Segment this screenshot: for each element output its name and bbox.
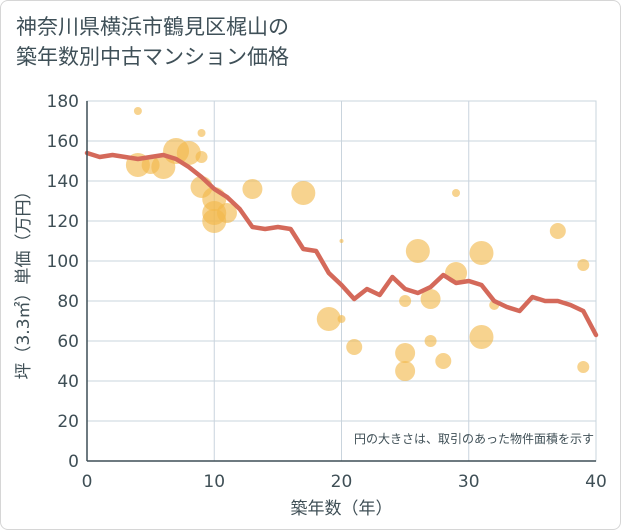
x-tick-label: 40 [585, 472, 607, 492]
y-tick-label: 80 [57, 292, 79, 312]
bubble-point [420, 289, 441, 309]
bubble-point [577, 259, 590, 271]
bubble-size-note: 円の大きさは、取引のあった物件面積を示す [354, 431, 594, 446]
axes [86, 101, 596, 462]
y-tick-label: 180 [47, 92, 79, 112]
bubble-point [577, 361, 590, 373]
bubble-point [549, 223, 566, 239]
bubble-point [197, 129, 206, 137]
y-tick-label: 20 [57, 412, 79, 432]
bubble-point [435, 353, 452, 369]
x-tick-label: 10 [203, 472, 225, 492]
bubble-point [399, 295, 412, 307]
bubble-point [405, 239, 430, 263]
bubble-point [469, 325, 494, 349]
bubble-point [337, 315, 346, 323]
y-tick-label: 120 [47, 212, 79, 232]
y-tick-label: 160 [47, 132, 79, 152]
bubble-point [216, 203, 237, 223]
chart-title: 神奈川県横浜市鶴見区梶山の 築年数別中古マンション価格 [16, 12, 289, 72]
bubble-point [242, 179, 263, 199]
bubble-point [395, 361, 416, 381]
bubble-point [291, 181, 316, 205]
bubble-point [176, 141, 201, 165]
x-tick-label: 20 [331, 472, 353, 492]
bubble-point [316, 307, 341, 331]
chart-title-line-2: 築年数別中古マンション価格 [16, 45, 289, 69]
bubble-series [125, 107, 590, 381]
bubble-point [339, 239, 344, 243]
x-tick-label: 30 [458, 472, 480, 492]
y-tick-label: 60 [57, 332, 79, 352]
x-tick-label: 0 [82, 472, 93, 492]
x-axis-ticks: 0 10 20 30 40 [82, 472, 607, 492]
bubble-point [195, 151, 208, 163]
y-tick-label: 100 [47, 252, 79, 272]
bubble-point [346, 339, 363, 355]
x-axis-label: 築年数（年） [291, 499, 393, 519]
y-axis-ticks: 0 20 40 60 80 100 120 140 160 180 [47, 92, 79, 472]
y-axis-label: 坪（3.3㎡）単価（万円） [14, 182, 34, 379]
bubble-point [424, 335, 437, 347]
bubble-point [469, 241, 494, 265]
bubble-point [395, 343, 416, 363]
y-tick-label: 0 [68, 452, 79, 472]
y-tick-label: 40 [57, 372, 79, 392]
bubble-point [133, 107, 142, 115]
average-price-line [84, 150, 599, 338]
y-tick-label: 140 [47, 172, 79, 192]
bubble-point [452, 189, 461, 197]
chart-title-line-1: 神奈川県横浜市鶴見区梶山の [16, 15, 289, 39]
